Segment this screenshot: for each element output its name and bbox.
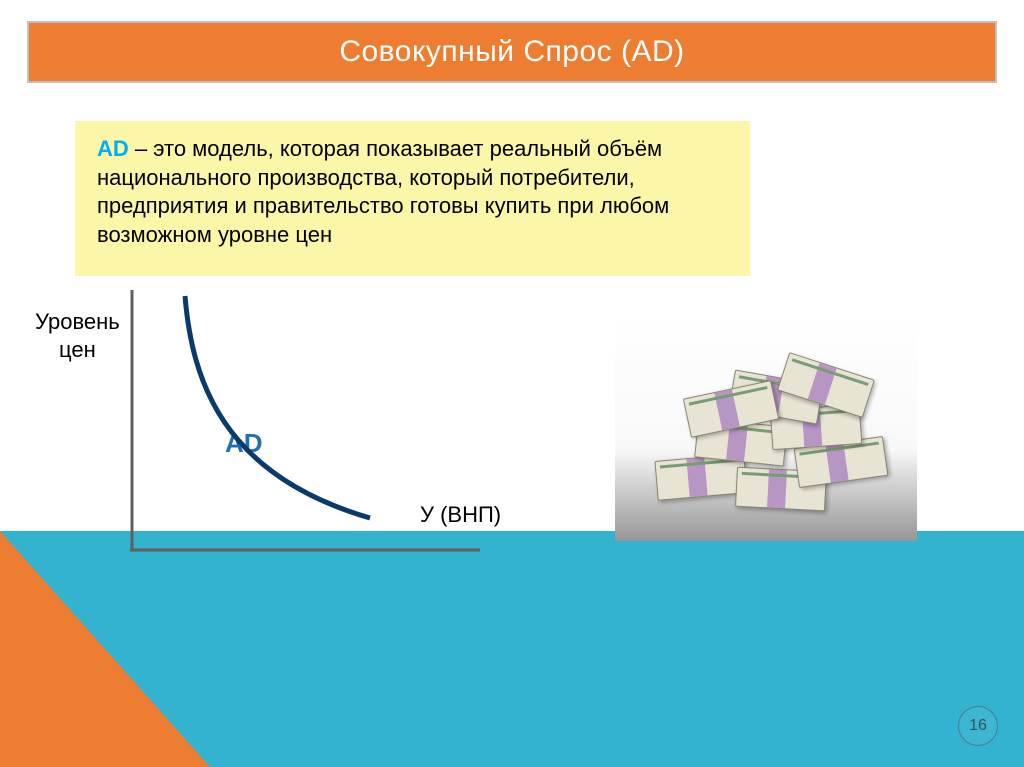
- bottom-orange-triangle: [0, 531, 210, 767]
- slide-title: Совокупный Спрос (AD): [339, 35, 684, 69]
- definition-body: – это модель, которая показывает реальны…: [97, 136, 669, 247]
- y-axis-label: Уровень цен: [35, 308, 120, 363]
- money-illustration: [615, 313, 917, 541]
- definition-prefix: AD: [97, 136, 129, 161]
- y-label-line2: цен: [59, 337, 96, 362]
- definition-text: AD – это модель, которая показывает реал…: [97, 135, 728, 249]
- page-number: 16: [958, 706, 998, 746]
- ad-chart: [130, 290, 490, 560]
- bottom-blue-band: [0, 531, 1024, 767]
- y-label-line1: Уровень: [35, 309, 120, 334]
- money-stack: [646, 337, 886, 517]
- definition-box: AD – это модель, которая показывает реал…: [75, 121, 750, 276]
- header-bar: Совокупный Спрос (AD): [27, 21, 997, 83]
- ad-curve: [185, 296, 370, 518]
